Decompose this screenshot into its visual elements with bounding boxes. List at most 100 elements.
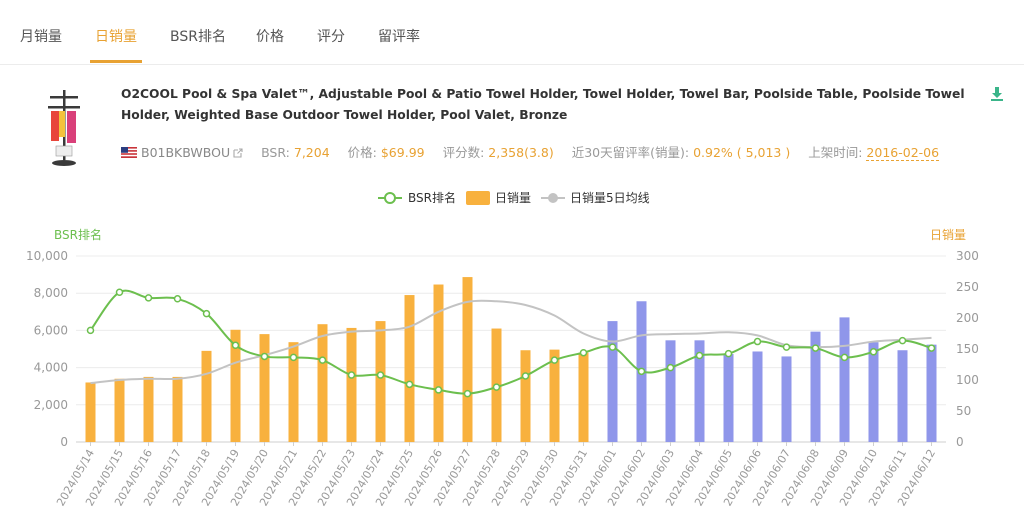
review-rate-label: 近30天留评率(销量): xyxy=(571,145,690,160)
bsr-point xyxy=(376,371,385,379)
legend-bsr-label: BSR排名 xyxy=(408,190,456,205)
left-tick-label: 4,000 xyxy=(34,361,68,375)
sales-bars xyxy=(85,277,937,442)
bsr-point xyxy=(637,367,646,376)
sales-bar xyxy=(810,331,821,442)
bsr-point xyxy=(753,337,762,346)
sales-bar xyxy=(868,342,879,442)
sales-bar xyxy=(723,353,734,442)
legend-bsr[interactable]: BSR排名 xyxy=(378,190,456,205)
bsr-point xyxy=(318,356,327,364)
product-thumbnail[interactable] xyxy=(42,86,86,168)
bsr-label: BSR: xyxy=(261,145,290,160)
bsr-value: 7,204 xyxy=(293,145,330,160)
bsr-point xyxy=(492,383,501,391)
right-tick-label: 250 xyxy=(956,280,979,294)
tab-monthly-sales[interactable]: 月销量 xyxy=(20,29,62,45)
left-tick-label: 10,000 xyxy=(26,249,68,263)
sales-bar xyxy=(520,350,531,442)
bsr-point xyxy=(898,336,907,345)
right-axis-ticks: 0 50 100 150 200 250 300 xyxy=(956,249,979,449)
sales-bar xyxy=(549,349,560,442)
left-tick-label: 6,000 xyxy=(34,323,68,337)
product-meta: B01BKBWBOU BSR: 7,204 价格: $69.99 评分数: 2,… xyxy=(121,142,953,161)
bsr-point xyxy=(173,295,182,303)
tab-daily-sales[interactable]: 日销量 xyxy=(95,29,137,45)
sales-bar xyxy=(143,376,154,442)
external-link-icon[interactable] xyxy=(233,148,243,158)
bsr-point xyxy=(927,344,936,352)
active-tab-indicator xyxy=(90,60,142,63)
bsr-point xyxy=(695,351,704,360)
sales-bar xyxy=(665,340,676,442)
bsr-point xyxy=(869,348,878,356)
bsr-point xyxy=(724,349,733,358)
left-tick-label: 0 xyxy=(60,435,68,449)
right-tick-label: 300 xyxy=(956,249,979,263)
tab-price[interactable]: 价格 xyxy=(256,29,284,45)
bsr-point xyxy=(289,353,298,362)
sales-bar xyxy=(172,376,183,442)
bsr-point xyxy=(86,326,95,335)
left-axis-ticks: 0 2,000 4,000 6,000 8,000 10,000 xyxy=(26,249,68,449)
sales-bar xyxy=(259,334,270,442)
tab-review-rate[interactable]: 留评率 xyxy=(378,29,420,45)
sales-bar xyxy=(694,340,705,442)
bsr-point xyxy=(666,363,675,372)
price-label: 价格: xyxy=(347,145,377,160)
bsr-point xyxy=(579,348,588,357)
left-tick-label: 8,000 xyxy=(34,286,68,300)
reviews-value: 2,358(3.8) xyxy=(488,145,554,160)
left-axis-title: BSR排名 xyxy=(54,227,102,242)
sales-bar xyxy=(752,351,763,442)
right-axis-title: 日销量 xyxy=(930,228,966,242)
sales-bar xyxy=(404,295,415,442)
sales-bar xyxy=(433,284,444,442)
sales-bar xyxy=(839,317,850,442)
right-tick-label: 50 xyxy=(956,404,971,418)
legend-ma5[interactable]: 日销量5日均线 xyxy=(541,191,650,205)
sales-bar xyxy=(781,356,792,442)
sales-bar xyxy=(578,352,589,442)
bsr-line xyxy=(86,288,936,398)
asin[interactable]: B01BKBWBOU xyxy=(141,145,231,160)
right-tick-label: 0 xyxy=(956,435,964,449)
download-icon[interactable] xyxy=(990,86,1004,102)
sales-bar xyxy=(317,324,328,442)
bsr-point xyxy=(811,344,820,352)
bsr-point xyxy=(521,372,530,380)
us-flag-icon xyxy=(121,147,137,158)
price-value: $69.99 xyxy=(380,145,425,160)
ma5-line-path xyxy=(90,299,932,385)
product-info: O2COOL Pool & Spa Valet™, Adjustable Poo… xyxy=(0,66,1024,176)
legend-ma5-label: 日销量5日均线 xyxy=(570,191,650,205)
right-tick-label: 200 xyxy=(956,311,979,325)
bsr-point xyxy=(463,389,472,398)
sales-bar xyxy=(288,342,299,442)
sales-bar xyxy=(462,277,473,442)
tab-rating[interactable]: 评分 xyxy=(317,29,345,45)
chart-tabs: 月销量 日销量 BSR排名 价格 评分 留评率 xyxy=(0,0,1024,65)
x-axis-ticks: 2024/05/142024/05/152024/05/162024/05/17… xyxy=(54,442,938,508)
daily-sales-chart: BSR排名 日销量 日销量5日均线 BSR排名 日销量 0 2,000 4,000 6… xyxy=(26,190,979,508)
listed-date-label: 上架时间: xyxy=(808,145,863,160)
sales-bar xyxy=(346,327,357,442)
ma5-line xyxy=(90,299,932,385)
right-tick-label: 150 xyxy=(956,342,979,356)
bsr-point xyxy=(550,356,559,364)
product-title[interactable]: O2COOL Pool & Spa Valet™, Adjustable Poo… xyxy=(121,87,965,122)
bsr-point xyxy=(347,371,356,379)
tab-bsr-rank[interactable]: BSR排名 xyxy=(170,29,226,45)
sales-bar xyxy=(230,329,241,442)
bsr-point xyxy=(434,386,443,394)
legend-daily-sales[interactable]: 日销量 xyxy=(466,191,531,205)
bsr-point xyxy=(144,294,153,302)
sales-bar xyxy=(897,350,908,442)
bsr-point xyxy=(608,343,617,351)
bsr-point xyxy=(840,353,849,362)
review-rate-value: 0.92% ( 5,013 ) xyxy=(693,145,791,160)
sales-bar xyxy=(114,378,125,442)
sales-bar xyxy=(85,382,96,442)
bsr-point xyxy=(260,352,269,361)
chart-legend: BSR排名 日销量 日销量5日均线 xyxy=(378,190,650,205)
